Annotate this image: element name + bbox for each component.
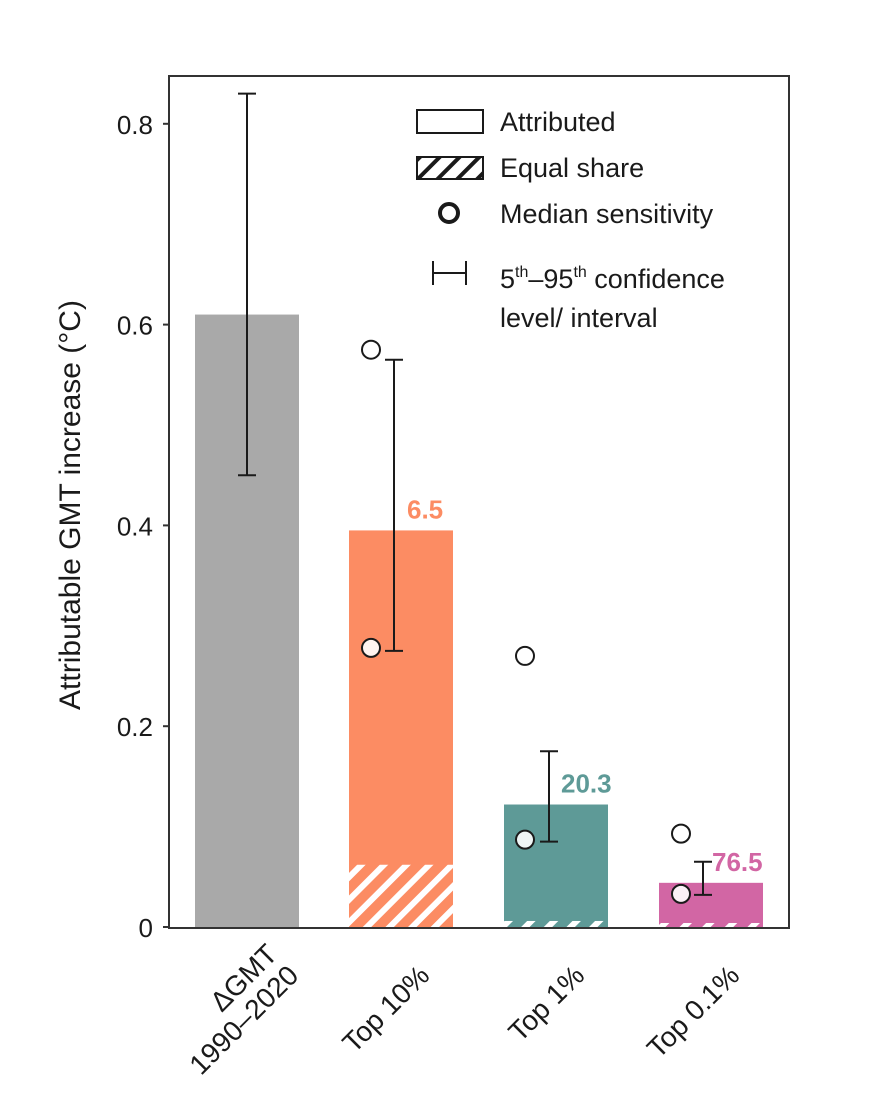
bar-1-equal-share: [349, 864, 453, 927]
ratio-label-3: 76.5: [712, 847, 763, 877]
bar-1: [349, 530, 453, 927]
y-axis: 0 0.2 0.4 0.6 0.8: [117, 110, 169, 943]
ratio-label-2: 20.3: [561, 769, 612, 799]
median-point-1-0: [361, 339, 381, 360]
ratio-label-1: 6.5: [407, 494, 443, 524]
legend: Attributed Equal share Median sensitivit…: [416, 107, 725, 333]
error-bar-0: [238, 92, 256, 477]
legend-equal-share-swatch: [416, 156, 484, 180]
median-point-2-0: [515, 645, 535, 666]
y-tick-label-2: 0.4: [117, 511, 153, 541]
median-sensitivity-layer: [361, 339, 691, 904]
legend-equal-share-label: Equal share: [500, 153, 644, 183]
data-labels-layer: 6.5 20.3 76.5: [407, 494, 763, 876]
legend-ci-label-line2: level/ interval: [500, 303, 658, 333]
y-tick-label-4: 0.8: [117, 110, 153, 140]
bar-3-equal-share: [659, 923, 763, 927]
y-tick-label-3: 0.6: [117, 311, 153, 341]
error-bar-2: [540, 750, 558, 843]
error-bars-layer: [238, 92, 712, 896]
median-point-1-1: [361, 637, 381, 658]
category-label-3: Top 0.1%: [641, 959, 745, 1063]
plot-frame: [168, 75, 790, 929]
legend-ci-marker: [432, 261, 467, 285]
median-point-2-1: [515, 829, 535, 850]
legend-ci-label: 5th–95th confidence: [500, 264, 725, 294]
median-point-3-0: [671, 823, 691, 844]
y-tick-label-0: 0: [139, 913, 153, 943]
category-label-2: Top 1%: [502, 959, 590, 1047]
category-label-0: ΔGMT1990–2020: [162, 938, 304, 1080]
y-axis-title: Attributable GMT increase (°C): [54, 300, 87, 710]
category-label-1: Top 10%: [336, 959, 435, 1058]
error-bar-3: [694, 860, 712, 896]
x-axis-labels: ΔGMT1990–2020 Top 10% Top 1% Top 0.1%: [162, 938, 745, 1080]
legend-median-marker: [438, 202, 460, 224]
error-bar-1: [385, 358, 403, 652]
bar-2: [504, 804, 608, 927]
bar-2-equal-share: [504, 920, 608, 927]
median-point-3-1: [671, 883, 691, 904]
legend-attributed-label: Attributed: [500, 107, 616, 137]
y-tick-label-1: 0.2: [117, 712, 153, 742]
legend-median-label: Median sensitivity: [500, 199, 714, 229]
legend-attributed-swatch: [416, 109, 484, 134]
